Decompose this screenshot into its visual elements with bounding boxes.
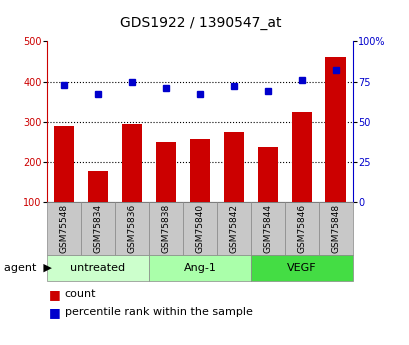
Bar (155, 142, 176, 242)
Text: GSM75836: GSM75836 (127, 204, 136, 253)
Text: GDS1922 / 1390547_at: GDS1922 / 1390547_at (120, 16, 281, 30)
Text: VEGF: VEGF (286, 263, 316, 273)
Text: GSM75844: GSM75844 (263, 204, 272, 253)
Bar (189, 139, 209, 242)
Bar (291, 112, 311, 242)
Text: Ang-1: Ang-1 (183, 263, 216, 273)
Bar (223, 132, 243, 242)
Text: untreated: untreated (70, 263, 125, 273)
Text: count: count (65, 289, 96, 299)
Text: GSM75834: GSM75834 (93, 204, 102, 253)
Bar (88, 171, 108, 242)
Text: GSM75848: GSM75848 (330, 204, 339, 253)
Text: GSM75842: GSM75842 (229, 204, 238, 253)
Bar (257, 147, 277, 242)
Text: GSM75548: GSM75548 (59, 204, 68, 253)
Text: percentile rank within the sample: percentile rank within the sample (65, 307, 252, 317)
Text: agent  ▶: agent ▶ (4, 263, 52, 273)
Text: ■: ■ (49, 306, 61, 319)
Text: GSM75838: GSM75838 (161, 204, 170, 253)
Text: GSM75846: GSM75846 (297, 204, 306, 253)
Text: ■: ■ (49, 288, 61, 301)
Text: GSM75840: GSM75840 (195, 204, 204, 253)
Bar (325, 57, 345, 242)
Bar (54, 126, 74, 242)
Bar (121, 124, 142, 242)
